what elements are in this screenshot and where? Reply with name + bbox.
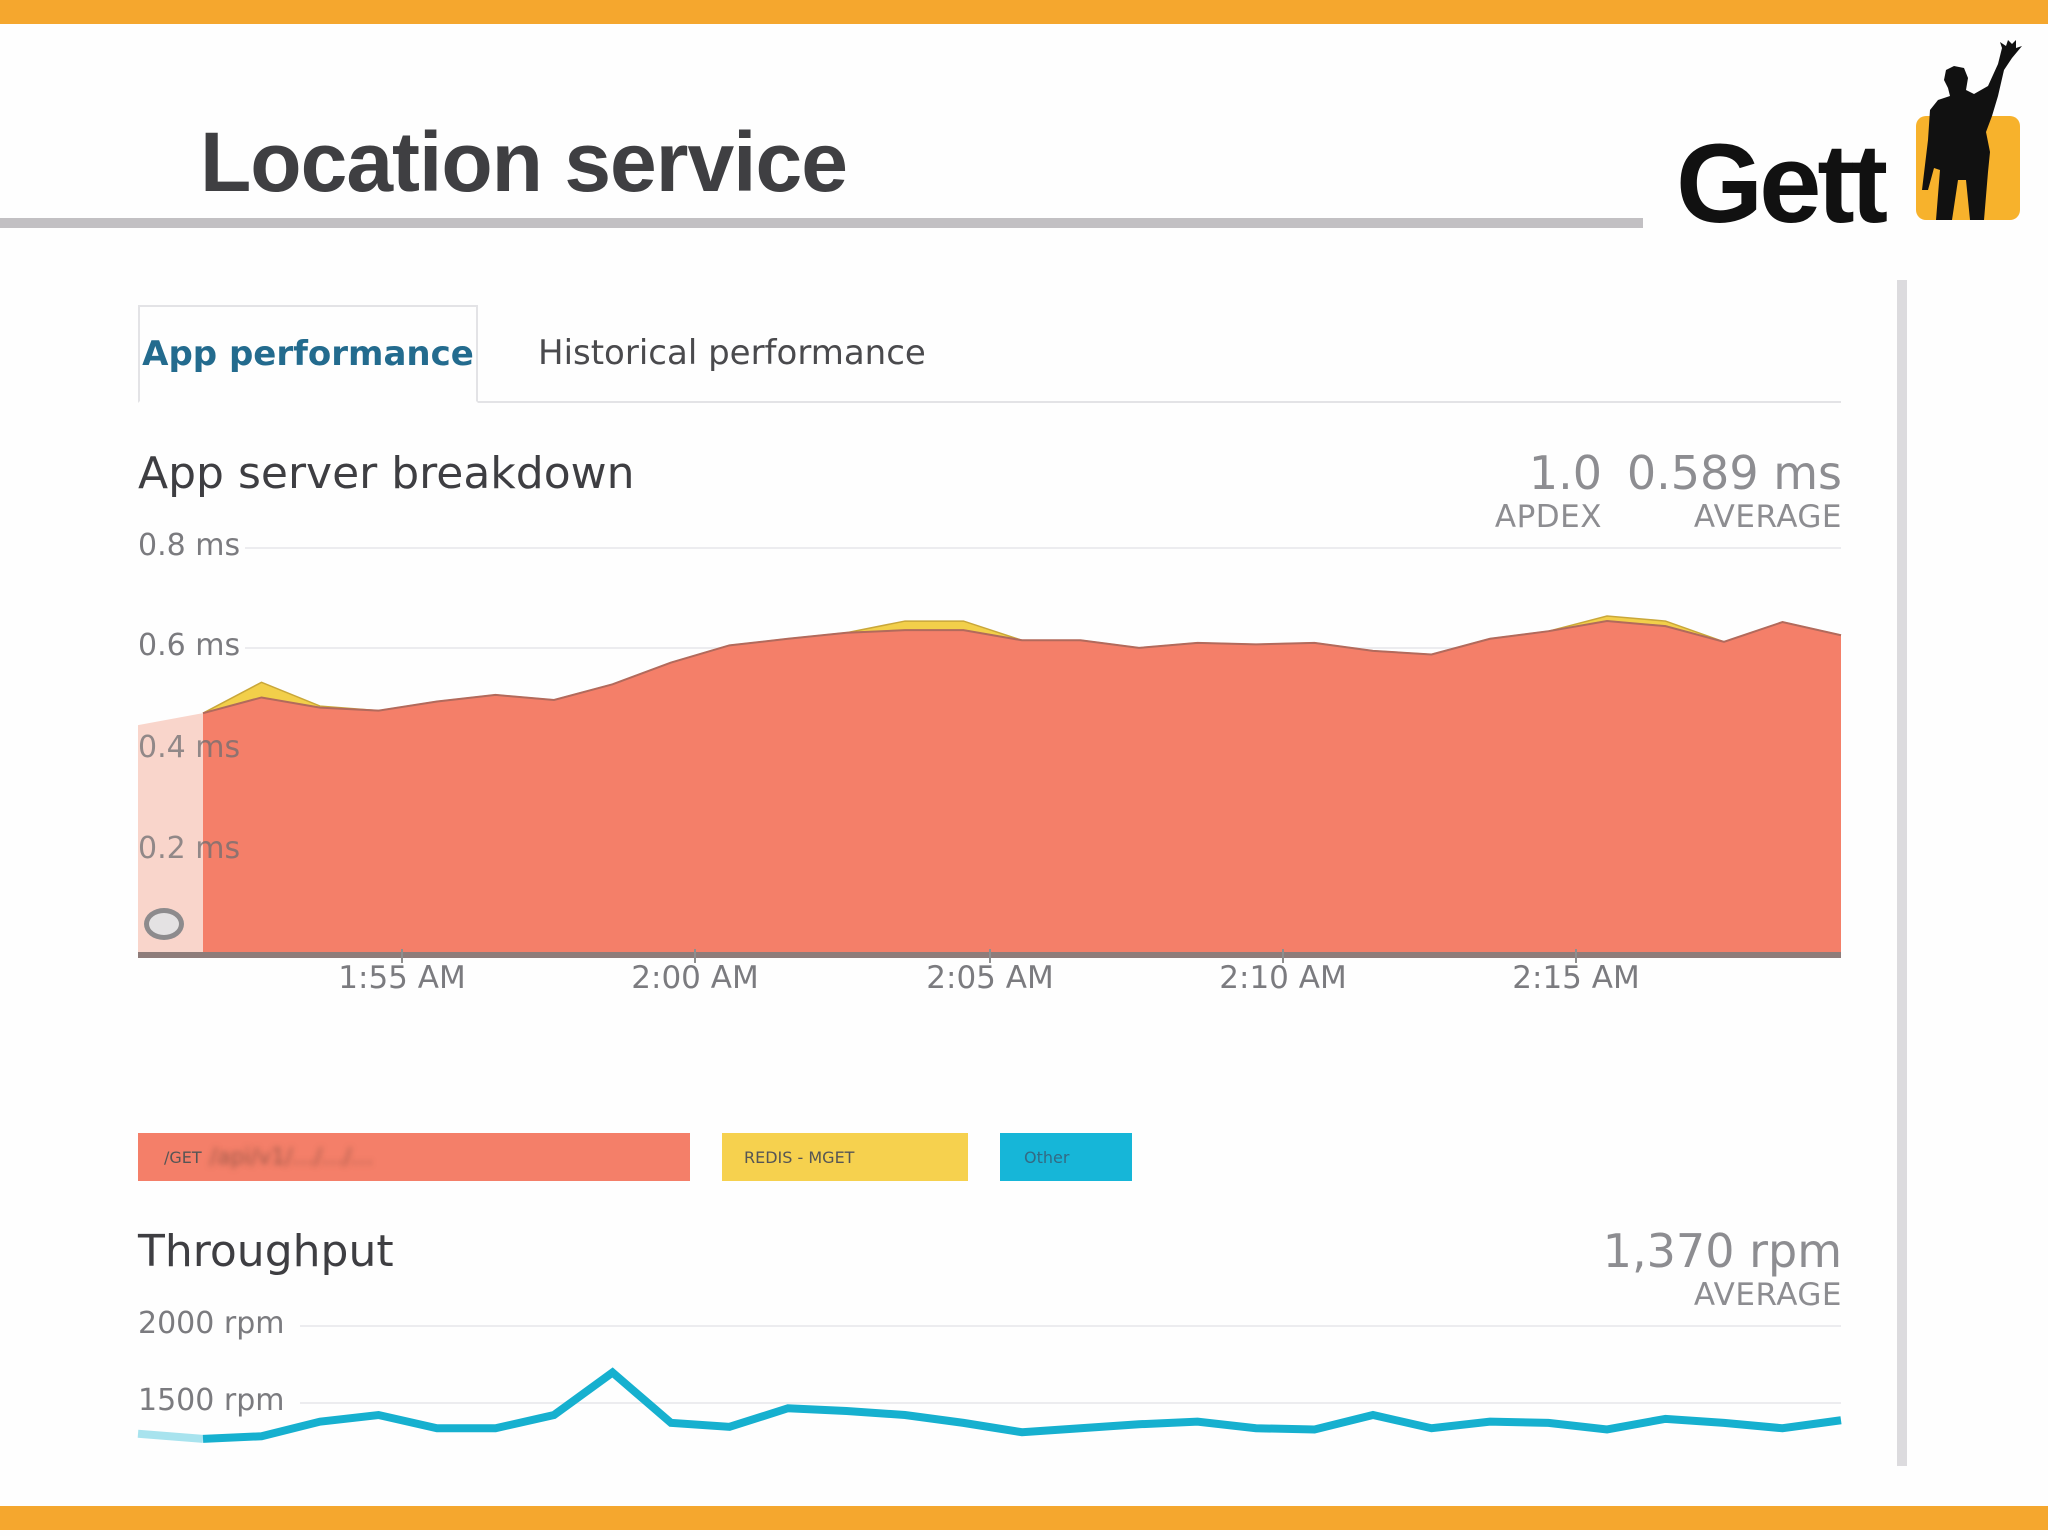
tab-app-performance[interactable]: App performance: [138, 305, 478, 403]
y-tick-0-4: 0.4 ms: [138, 730, 241, 765]
apdex-label: APDEX: [1494, 498, 1602, 535]
throughput-line-faded: [137, 1429, 204, 1443]
panel-scrollbar[interactable]: [1897, 280, 1907, 1466]
y-tick-0-8: 0.8 ms: [138, 528, 241, 563]
x-tick-210: 2:10 AM: [1219, 960, 1347, 996]
throughput-average-metric: 1,370 rpm AVERAGE: [1560, 1226, 1842, 1313]
throughput-line: [202, 1367, 1842, 1443]
y-tick-0-2: 0.2 ms: [138, 831, 241, 866]
legend-label-get-obscured: /api/v1/…/…/…: [209, 1144, 374, 1170]
tab-bar: App performance Historical performance: [138, 305, 1841, 403]
legend-item-other[interactable]: Other: [1000, 1133, 1132, 1181]
area-outline: [202, 620, 1842, 715]
range-drag-handle[interactable]: [144, 908, 184, 940]
waving-man-icon: [1922, 40, 2022, 220]
logo-wordmark: Gett: [1676, 121, 1888, 246]
apdex-metric: 1.0 APDEX: [1440, 448, 1602, 535]
legend-label-other: Other: [1024, 1147, 1070, 1167]
y-tick-0-6: 0.6 ms: [138, 628, 241, 663]
gett-logo: Gett: [1676, 40, 2026, 240]
tab-historical-performance[interactable]: Historical performance: [538, 333, 926, 373]
average-response-label: AVERAGE: [1693, 498, 1842, 535]
legend-label-get: /GET: [164, 1147, 202, 1167]
y-tick-1500-rpm: 1500 rpm: [138, 1383, 285, 1418]
area-get-endpoint: [203, 621, 1841, 953]
selection-shade: [138, 713, 203, 953]
legend-item-get-endpoint[interactable]: /GET /api/v1/…/…/…: [138, 1133, 690, 1181]
apdex-value: 1.0: [1528, 446, 1602, 500]
throughput-average-label: AVERAGE: [1693, 1276, 1842, 1313]
average-response-metric: 0.589 ms AVERAGE: [1600, 448, 1842, 535]
legend-label-redis: REDIS - MGET: [744, 1147, 855, 1167]
title-underline: [0, 218, 1643, 228]
throughput-title: Throughput: [138, 1226, 394, 1277]
y-tick-2000-rpm: 2000 rpm: [138, 1306, 285, 1341]
x-tick-200: 2:00 AM: [631, 960, 759, 996]
top-accent-bar: [0, 0, 2048, 24]
slide-title: Location service: [200, 115, 848, 209]
bottom-accent-bar: [0, 1506, 2048, 1530]
average-response-value: 0.589 ms: [1626, 446, 1842, 500]
legend-item-redis-mget[interactable]: REDIS - MGET: [722, 1133, 968, 1181]
throughput-average-value: 1,370 rpm: [1602, 1224, 1842, 1278]
x-tick-205: 2:05 AM: [926, 960, 1054, 996]
x-tick-215: 2:15 AM: [1512, 960, 1640, 996]
x-tick-155: 1:55 AM: [338, 960, 466, 996]
breakdown-title: App server breakdown: [138, 448, 635, 499]
